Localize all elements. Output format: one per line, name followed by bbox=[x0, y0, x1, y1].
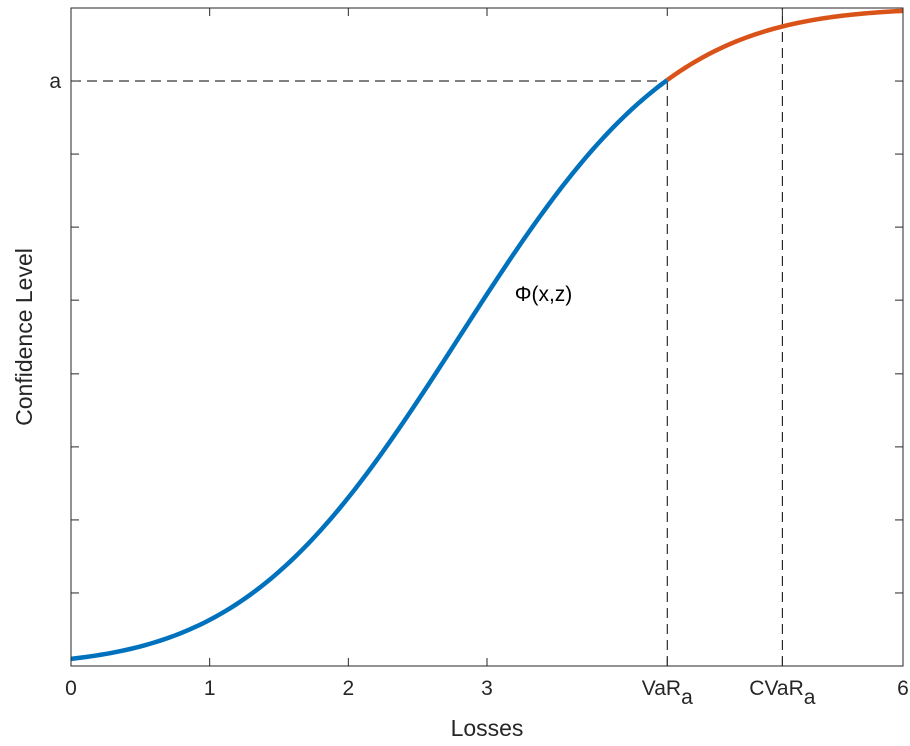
x-tick-label-3: 3 bbox=[481, 677, 493, 700]
x-tick-subscript-4: a bbox=[681, 686, 693, 709]
reference-lines bbox=[71, 8, 783, 666]
x-tick-label-5: CVaRa bbox=[749, 677, 815, 709]
series-line-1 bbox=[665, 8, 904, 82]
curve-annotation: Φ(x,z) bbox=[515, 283, 573, 306]
x-tick-label-2: 2 bbox=[342, 677, 354, 700]
series-layer bbox=[70, 8, 904, 662]
x-tick-label-1: 1 bbox=[204, 677, 216, 700]
x-tick-subscript-5: a bbox=[804, 686, 816, 709]
plot-frame bbox=[70, 7, 904, 667]
x-tick-label-0: 0 bbox=[65, 677, 77, 700]
x-tick-label-4: VaRa bbox=[642, 677, 693, 709]
y-tick-label-7: a bbox=[49, 70, 61, 93]
labels: Losses Confidence Level Φ(x,z) bbox=[11, 248, 572, 741]
axes bbox=[70, 7, 904, 667]
x-axis-label: Losses bbox=[451, 715, 524, 741]
ticks: 0 1 2 3 VaRa CVaRa 6 a bbox=[49, 8, 909, 709]
series-line-0 bbox=[70, 78, 669, 662]
x-tick-label-6: 6 bbox=[897, 677, 909, 700]
y-axis-label: Confidence Level bbox=[11, 248, 37, 426]
